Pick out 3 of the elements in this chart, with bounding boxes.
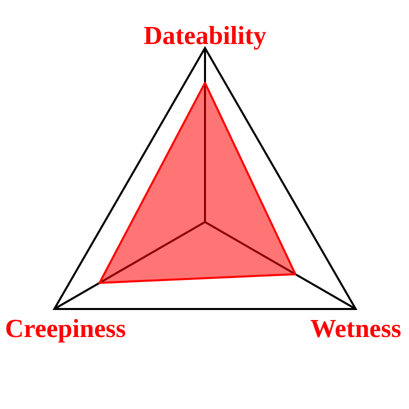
spoke-label: Dateability	[144, 21, 266, 50]
spoke-label: Creepiness	[4, 314, 126, 343]
spoke-label: Wetness	[310, 314, 402, 343]
